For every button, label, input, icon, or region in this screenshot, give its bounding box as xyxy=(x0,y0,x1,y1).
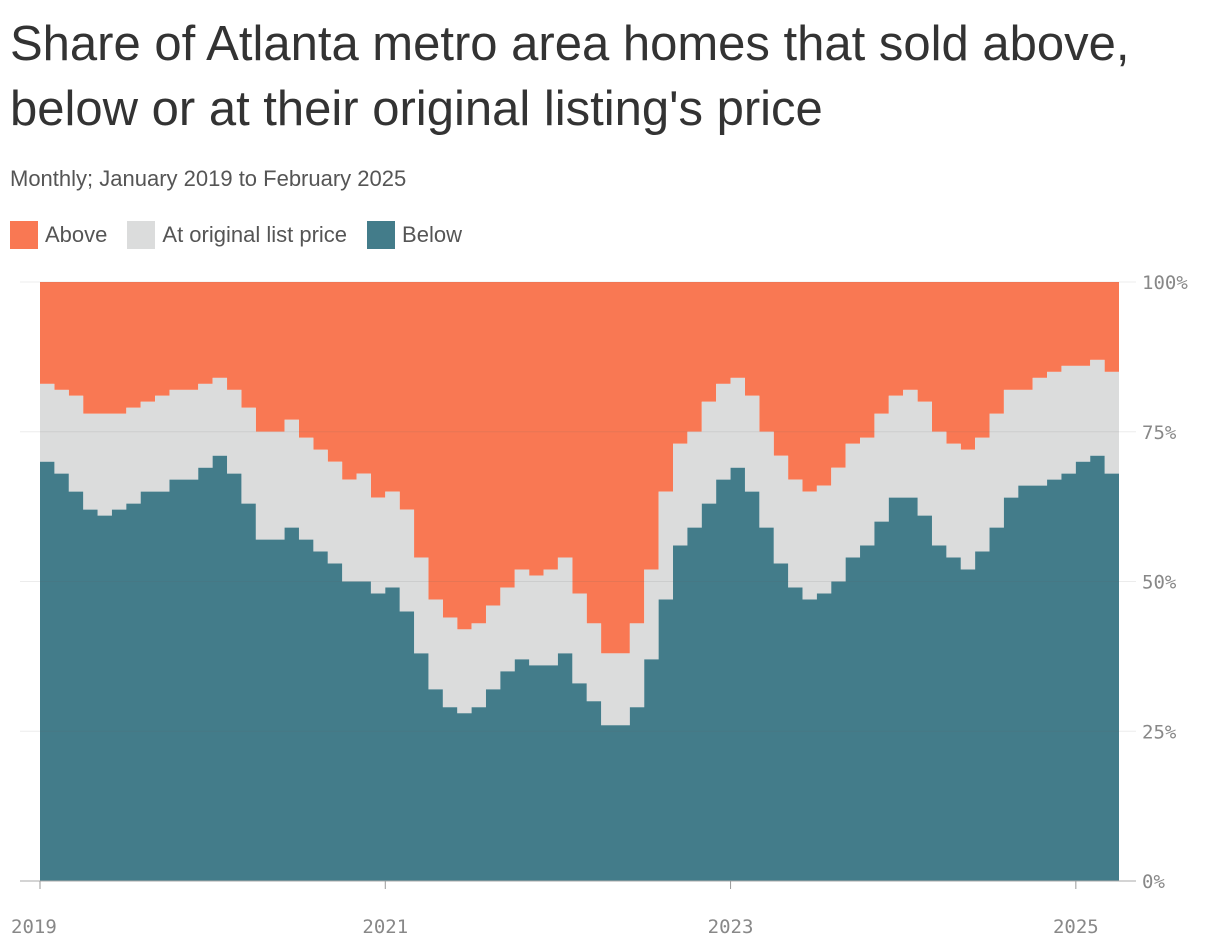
chart-title: Share of Atlanta metro area homes that s… xyxy=(10,17,1130,136)
series-areas xyxy=(40,282,1119,881)
x-tick-label: 2025 xyxy=(1053,916,1099,938)
legend-item-above: Above xyxy=(10,221,107,249)
x-tick-label: 2019 xyxy=(11,916,57,938)
area-at-list-price xyxy=(40,359,1119,726)
y-tick-label: 100% xyxy=(1142,272,1188,294)
x-axis: 2019 2021 2023 2025 xyxy=(11,881,1099,938)
area-above xyxy=(40,282,1119,654)
y-axis: 0% 25% 50% 75% 100% xyxy=(1142,272,1188,893)
y-gridlines xyxy=(20,281,1136,882)
legend-swatch-below xyxy=(367,221,396,249)
chart-subtitle: Monthly; January 2019 to February 2025 xyxy=(10,166,407,191)
legend-label-below: Below xyxy=(402,222,462,247)
legend-item-below: Below xyxy=(367,221,462,249)
x-tick-label: 2021 xyxy=(362,916,408,938)
y-tick-label: 50% xyxy=(1142,572,1177,594)
y-tick-label: 0% xyxy=(1142,871,1165,893)
y-tick-label: 25% xyxy=(1142,721,1177,743)
legend: Above At original list price Below xyxy=(10,221,482,249)
x-tick-label: 2023 xyxy=(708,916,754,938)
y-tick-label: 75% xyxy=(1142,422,1177,444)
legend-swatch-above xyxy=(10,221,38,249)
legend-swatch-at-list xyxy=(127,221,156,249)
legend-label-at-list: At original list price xyxy=(162,222,348,247)
area-below xyxy=(40,455,1119,881)
legend-label-above: Above xyxy=(45,222,108,247)
legend-item-at-list: At original list price xyxy=(127,221,347,249)
